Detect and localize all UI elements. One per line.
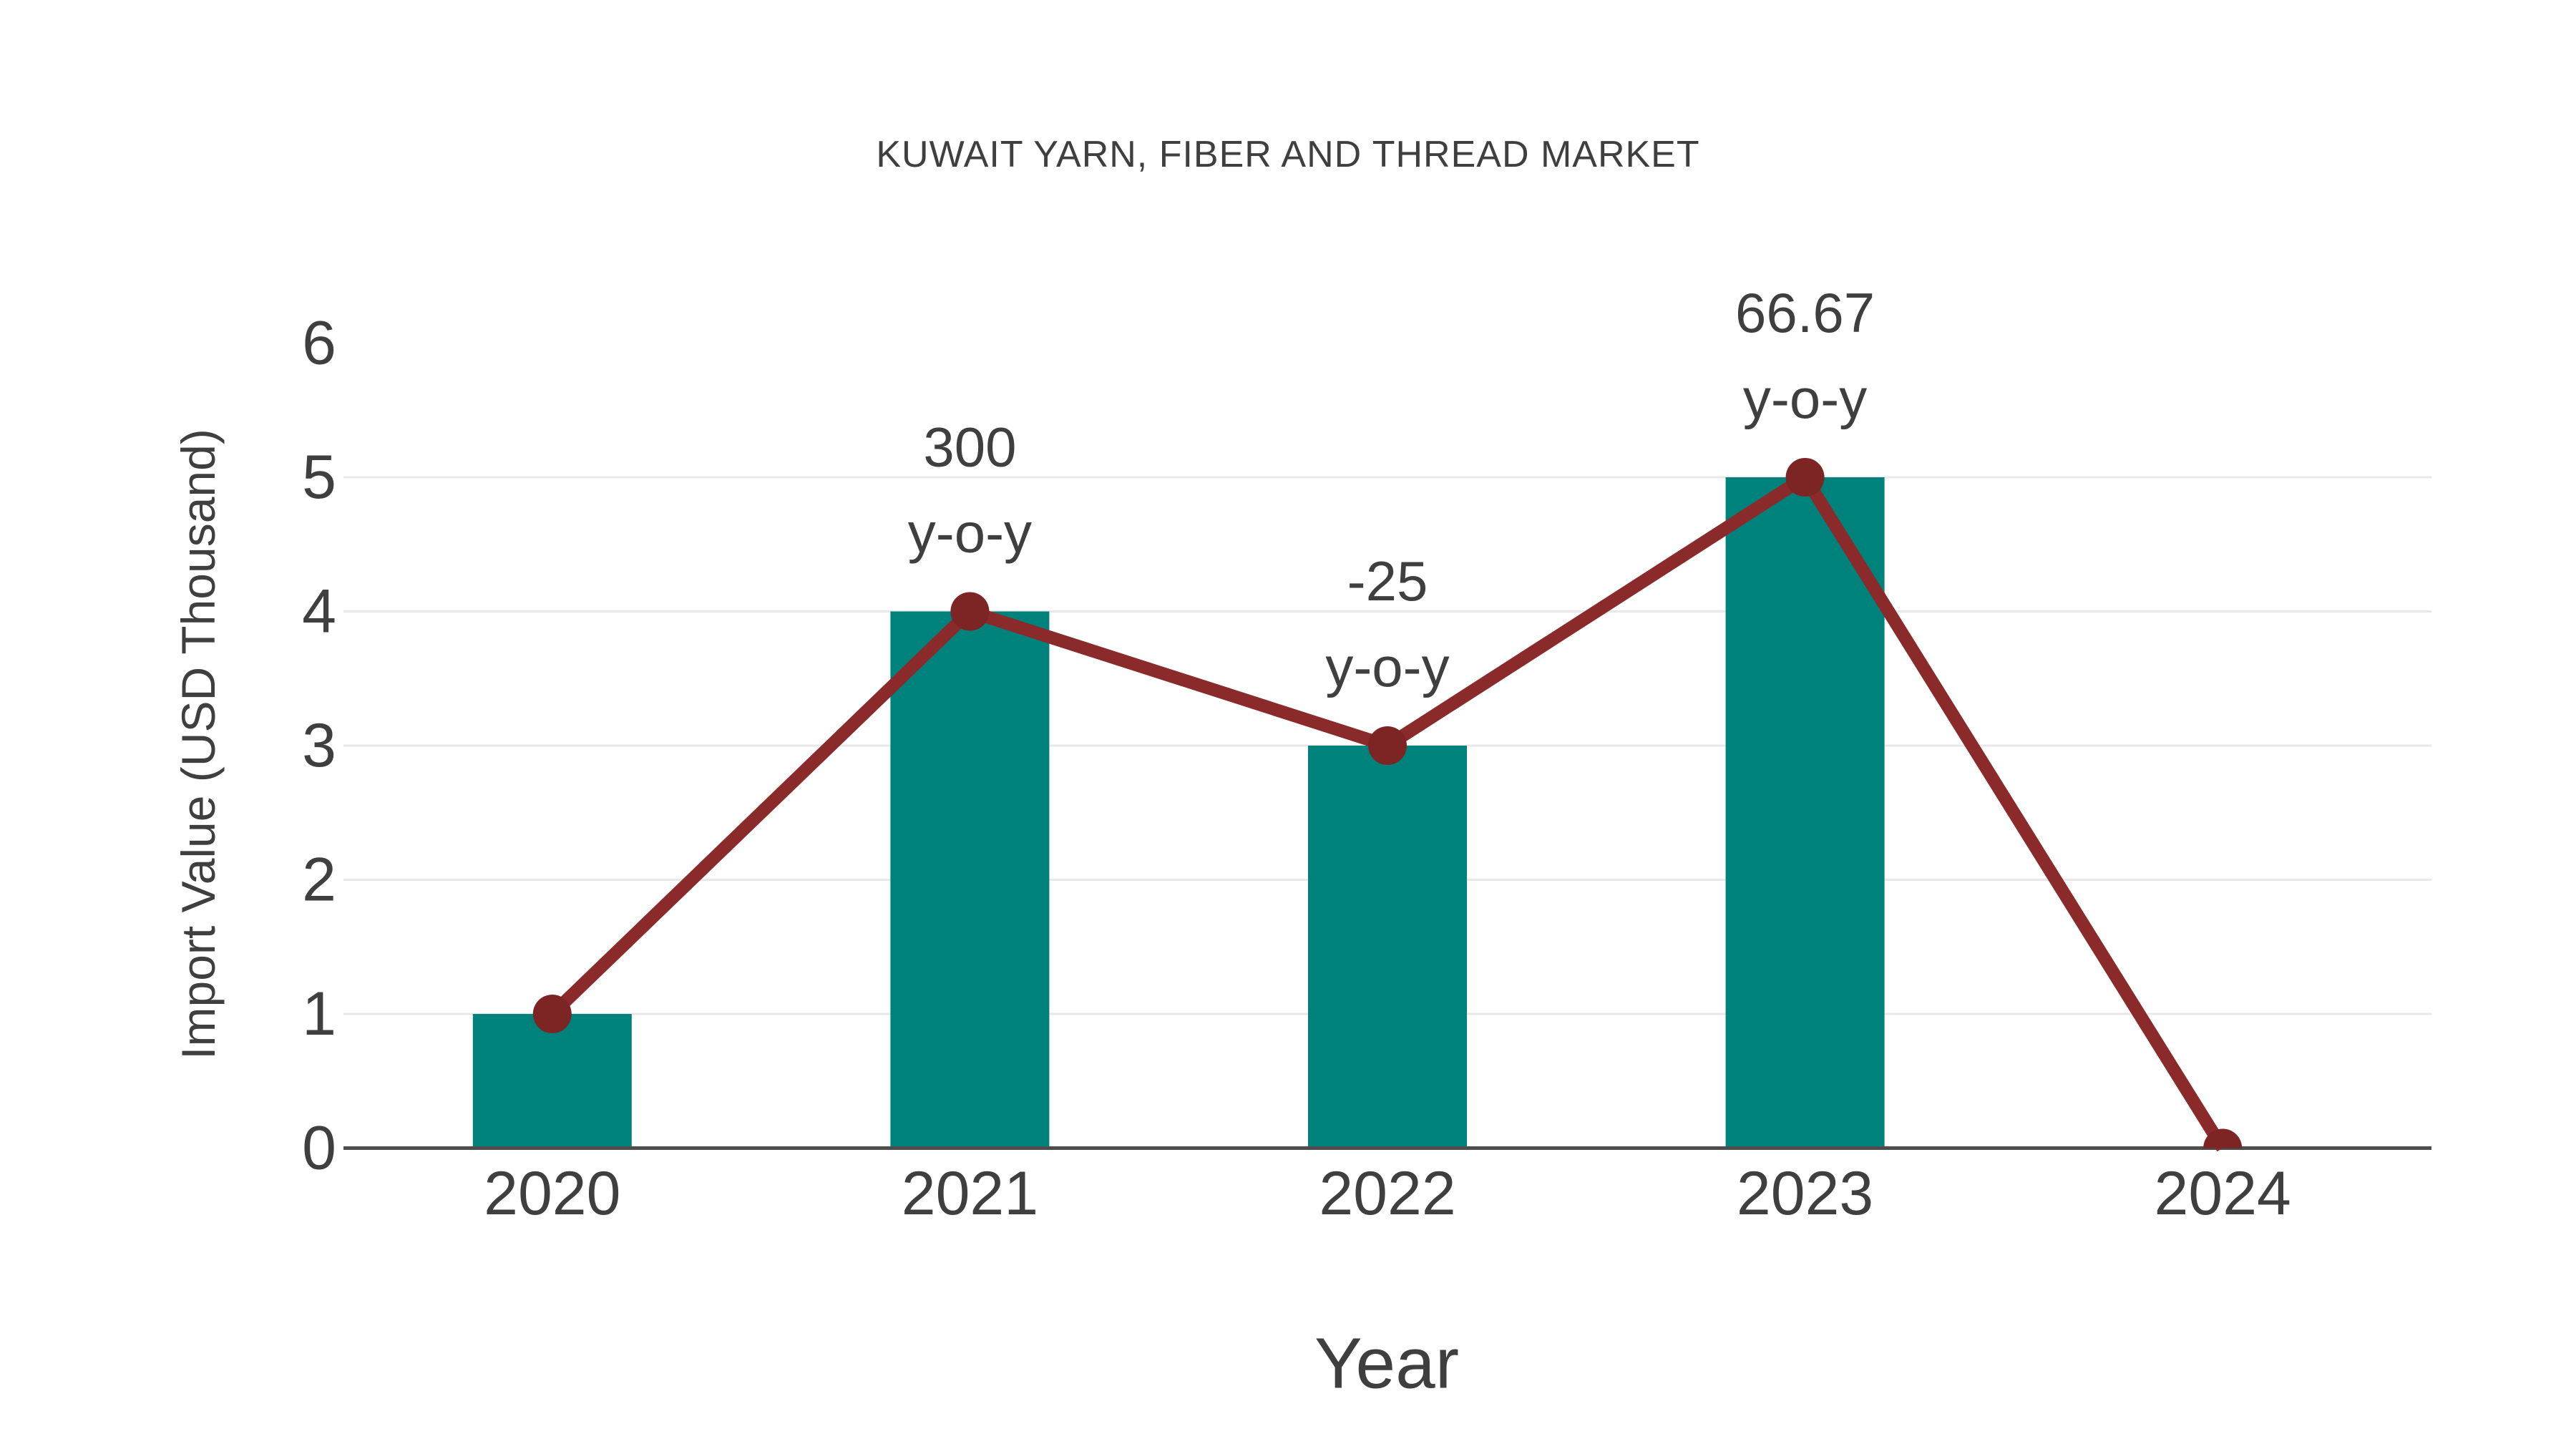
x-axis-title: Year [1314, 1323, 1460, 1404]
y-tick-label-2: 2 [302, 846, 336, 914]
x-tick-label-2023: 2023 [1737, 1159, 1873, 1228]
chart-title: KUWAIT YARN, FIBER AND THREAD MARKET [876, 134, 1700, 175]
bar-2022 [1308, 746, 1467, 1148]
y-tick-label-0: 0 [302, 1114, 336, 1183]
y-tick-label-1: 1 [302, 980, 336, 1048]
annotation-value-2022: -25 [1347, 550, 1428, 613]
marker-2021 [950, 592, 990, 631]
y-tick-label-5: 5 [302, 443, 336, 512]
annotation-suffix-2023: y-o-y [1743, 367, 1867, 430]
marker-2022 [1368, 726, 1407, 765]
x-tick-label-2024: 2024 [2155, 1159, 2291, 1228]
x-tick-label-2022: 2022 [1319, 1159, 1455, 1228]
y-tick-label-4: 4 [302, 577, 336, 646]
annotation-value-2021: 300 [923, 416, 1016, 479]
x-tick-label-2021: 2021 [902, 1159, 1038, 1228]
annotation-suffix-2021: y-o-y [908, 502, 1032, 565]
bar-2021 [890, 611, 1050, 1148]
bar-2023 [1725, 477, 1885, 1148]
marker-2024 [2203, 1128, 2243, 1148]
y-tick-label-3: 3 [302, 711, 336, 780]
marker-2023 [1785, 458, 1825, 497]
x-tick-label-2020: 2020 [484, 1159, 620, 1228]
marker-2020 [532, 995, 572, 1033]
marker-group [532, 458, 2243, 1148]
y-tick-label-6: 6 [302, 309, 336, 378]
annotation-suffix-2022: y-o-y [1325, 635, 1449, 698]
bar-2020 [472, 1014, 632, 1148]
annotation-value-2023: 66.67 [1735, 281, 1875, 344]
